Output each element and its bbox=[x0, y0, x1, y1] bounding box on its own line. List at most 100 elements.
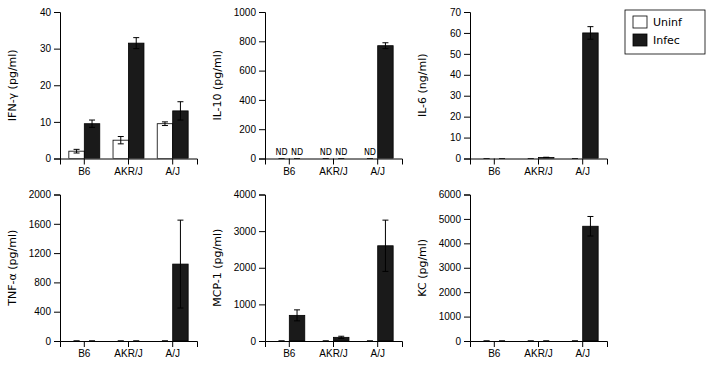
x-tick-label: B6 bbox=[283, 348, 296, 359]
legend-frame bbox=[625, 10, 705, 54]
y-tick-label: 800 bbox=[34, 277, 51, 288]
x-tick-label: A/J bbox=[165, 166, 179, 177]
error-bar bbox=[499, 158, 505, 159]
y-tick-label: 40 bbox=[40, 7, 52, 18]
x-tick: AKR/J bbox=[319, 159, 347, 177]
error-bar bbox=[133, 38, 139, 49]
y-tick-label: 0 bbox=[250, 153, 256, 164]
error-bar bbox=[484, 341, 490, 342]
x-tick-mark bbox=[172, 159, 173, 165]
x-tick-mark bbox=[582, 341, 583, 347]
y-tick-mark bbox=[464, 195, 470, 196]
error-bar bbox=[89, 341, 95, 342]
x-tick-label: B6 bbox=[78, 348, 91, 359]
x-tick-mark bbox=[84, 159, 85, 165]
error-bar-line bbox=[323, 341, 329, 342]
y-axis-title: IFN-γ (pg/ml) bbox=[6, 49, 19, 121]
subplot: 01000200030004000B6AKR/JA/JMCP-1 (pg/ml) bbox=[211, 189, 403, 359]
error-bar-line bbox=[572, 341, 578, 342]
bar bbox=[479, 158, 494, 159]
y-tick: 800 bbox=[34, 277, 60, 288]
y-tick: 0 bbox=[250, 153, 265, 164]
bar bbox=[289, 158, 304, 159]
bar bbox=[157, 341, 172, 342]
error-bar bbox=[338, 336, 344, 338]
error-bar-line bbox=[133, 37, 139, 38]
subplot: 010203040B6AKR/JA/J IFN-γ (pg/ml) bbox=[6, 7, 198, 177]
x-tick-mark bbox=[582, 159, 583, 165]
error-bar-line bbox=[382, 271, 388, 272]
y-tick-mark bbox=[464, 341, 470, 342]
x-axis: B6AKR/JA/J bbox=[471, 159, 608, 177]
x-tick: A/J bbox=[165, 159, 179, 177]
x-tick-label: AKR/J bbox=[319, 166, 347, 177]
y-tick: 800 bbox=[239, 36, 265, 47]
x-tick: B6 bbox=[283, 341, 296, 359]
y-tick-mark bbox=[54, 341, 60, 342]
y-tick-label: 70 bbox=[450, 7, 462, 18]
error-bar-line bbox=[294, 158, 300, 159]
y-tick-mark bbox=[259, 159, 265, 160]
x-axis-line bbox=[61, 342, 198, 348]
y-tick: 5000 bbox=[439, 214, 470, 225]
y-tick-mark bbox=[54, 49, 60, 50]
y-axis: 010203040 bbox=[40, 7, 61, 165]
y-tick: 400 bbox=[239, 95, 265, 106]
error-bar-line bbox=[162, 341, 168, 342]
x-tick-label: B6 bbox=[283, 166, 296, 177]
error-bar-line bbox=[528, 158, 534, 159]
x-tick-mark bbox=[289, 159, 290, 165]
x-tick-mark bbox=[84, 341, 85, 347]
y-tick-label: 400 bbox=[34, 306, 51, 317]
y-tick-label: 40 bbox=[450, 69, 462, 80]
y-tick-label: 800 bbox=[239, 36, 256, 47]
x-tick-mark bbox=[333, 159, 334, 165]
error-bar-line bbox=[543, 341, 549, 342]
y-tick-label: 6000 bbox=[439, 189, 462, 200]
bar bbox=[378, 46, 393, 159]
y-tick: 400 bbox=[34, 306, 60, 317]
y-tick-mark bbox=[54, 159, 60, 160]
error-bar bbox=[118, 137, 124, 144]
annotation: ND bbox=[364, 148, 376, 157]
x-tick-mark bbox=[333, 341, 334, 347]
error-bar-line bbox=[543, 157, 549, 158]
plot-marks bbox=[484, 216, 599, 341]
error-bar-line bbox=[382, 220, 388, 221]
bar bbox=[494, 158, 509, 159]
error-bar-line bbox=[279, 341, 285, 342]
error-bar-line bbox=[279, 341, 285, 342]
y-axis: 010203040506070 bbox=[450, 7, 471, 165]
x-tick-label: A/J bbox=[575, 348, 589, 359]
error-bar-line bbox=[162, 341, 168, 342]
x-tick-label: AKR/J bbox=[114, 348, 142, 359]
y-tick-label: 3000 bbox=[439, 262, 462, 273]
subplot: 010203040506070B6AKR/JA/JIL-6 (ng/ml) bbox=[416, 7, 608, 177]
y-tick-mark bbox=[259, 129, 265, 130]
y-tick-label: 200 bbox=[239, 124, 256, 135]
x-tick-mark bbox=[538, 159, 539, 165]
error-bar-line bbox=[294, 320, 300, 321]
y-tick-mark bbox=[54, 85, 60, 86]
error-bar-line bbox=[499, 158, 505, 159]
x-tick-mark bbox=[494, 341, 495, 347]
error-bar bbox=[499, 341, 505, 342]
error-bar-line bbox=[499, 341, 505, 342]
y-tick: 0 bbox=[455, 153, 470, 164]
plot-marks bbox=[74, 220, 189, 341]
y-tick: 70 bbox=[450, 7, 470, 18]
y-tick-label: 20 bbox=[40, 80, 52, 91]
y-tick-mark bbox=[464, 138, 470, 139]
y-tick-label: 1000 bbox=[234, 7, 257, 18]
bar bbox=[274, 341, 289, 342]
x-tick-label: AKR/J bbox=[524, 348, 552, 359]
y-axis-line bbox=[464, 13, 471, 160]
y-tick: 4000 bbox=[439, 238, 470, 249]
y-tick-mark bbox=[464, 33, 470, 34]
bar bbox=[523, 158, 538, 159]
x-axis: B6AKR/JA/J bbox=[61, 159, 198, 177]
bar bbox=[539, 157, 554, 158]
y-tick-mark bbox=[464, 243, 470, 244]
error-bar bbox=[133, 341, 139, 342]
bar bbox=[318, 158, 333, 159]
